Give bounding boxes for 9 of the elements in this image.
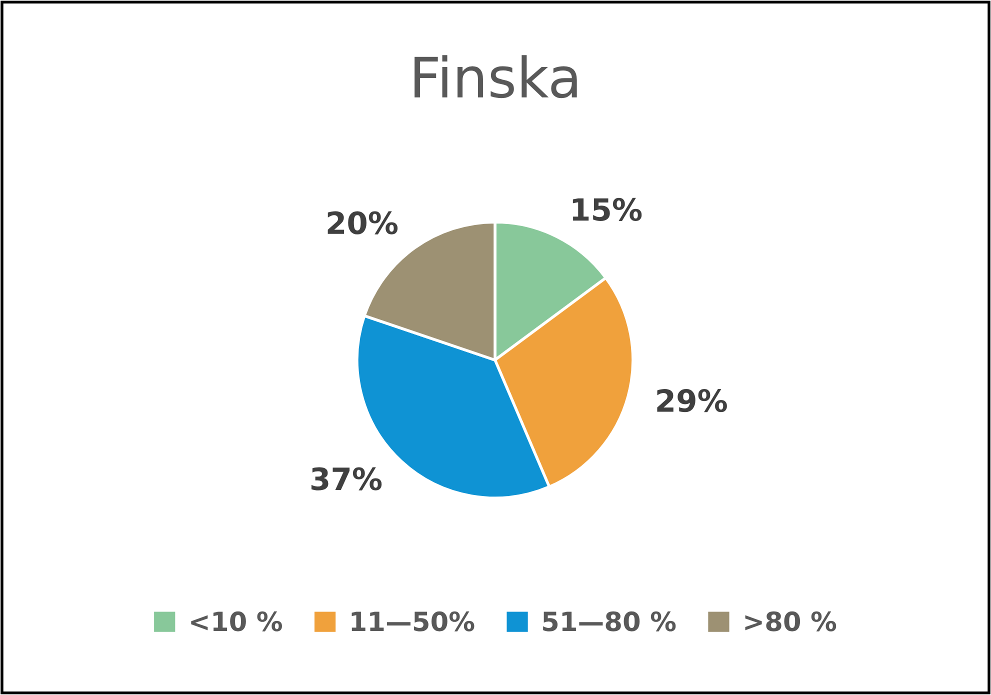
chart-title: Finska — [414, 55, 577, 98]
legend-label: >80 % — [745, 611, 836, 632]
legend-label: <10 % — [191, 611, 282, 632]
data-label: 37% — [311, 467, 382, 490]
data-label: 20% — [328, 211, 398, 234]
data-label: 29% — [657, 389, 727, 412]
legend-label: 11—50% — [352, 611, 474, 632]
legend-label: 51—80 % — [543, 611, 676, 632]
data-label: 15% — [572, 198, 642, 222]
